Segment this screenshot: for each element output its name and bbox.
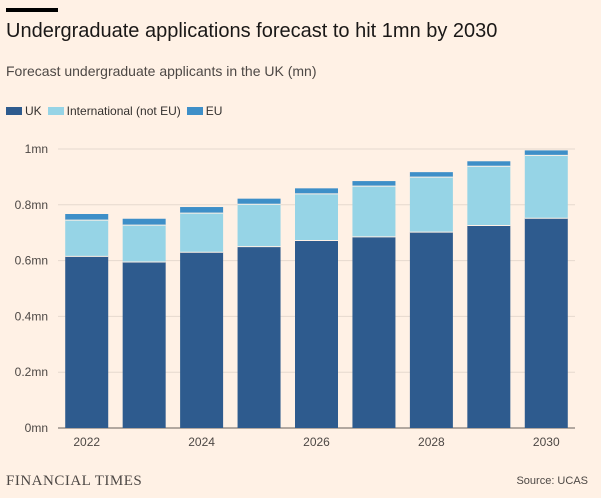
bar-segment [352, 186, 396, 237]
legend-label-uk: UK [25, 104, 42, 118]
bar-segment [524, 218, 568, 428]
legend-item-international: International (not EU) [47, 104, 181, 118]
legend-item-uk: UK [6, 104, 42, 118]
legend-label-international: International (not EU) [66, 104, 181, 118]
chart-title: Undergraduate applications forecast to h… [6, 20, 498, 42]
bar-segment [524, 155, 568, 219]
y-tick-label: 0.2mn [15, 365, 48, 379]
bar-segment [409, 177, 453, 233]
bar-segment [180, 213, 224, 253]
bar-segment [409, 172, 453, 178]
x-tick-label: 2030 [533, 435, 560, 449]
y-tick-label: 1mn [25, 142, 48, 156]
bar-segment [524, 150, 568, 156]
legend-label-eu: EU [205, 104, 223, 118]
ft-logo: FINANCIAL TIMES [6, 473, 143, 489]
bar-segment [122, 225, 166, 262]
bar-segment [409, 232, 453, 428]
bar-segment [237, 246, 281, 428]
bar-segment [467, 225, 511, 428]
y-tick-label: 0.6mn [15, 254, 48, 268]
bar-segment [295, 240, 338, 428]
source-note: Source: UCAS [516, 475, 588, 487]
top-accent-bar [6, 8, 58, 12]
bar-segment [65, 220, 109, 257]
bar-segment [295, 193, 338, 241]
x-tick-label: 2022 [73, 435, 100, 449]
bar-segment [180, 252, 224, 428]
legend-swatch-international [47, 107, 64, 115]
x-tick-label: 2024 [188, 435, 215, 449]
bar-segment [237, 198, 281, 205]
bar-segment [352, 181, 396, 187]
legend-swatch-eu [186, 107, 203, 115]
chart-subtitle: Forecast undergraduate applicants in the… [6, 63, 317, 79]
bar-segment [352, 236, 396, 428]
bar-segment [65, 256, 109, 428]
x-tick-label: 2026 [303, 435, 330, 449]
bar-segment [180, 207, 224, 214]
bar-segment [122, 218, 166, 226]
bar-segment [237, 204, 281, 247]
bar-segment [467, 166, 511, 226]
x-tick-label: 2028 [418, 435, 445, 449]
y-tick-label: 0mn [25, 421, 48, 435]
bar-segment [467, 161, 511, 167]
legend-swatch-uk [6, 107, 22, 115]
y-tick-label: 0.8mn [15, 198, 48, 212]
legend-item-eu: EU [186, 104, 223, 118]
stacked-bar-chart: 0mn 0.2mn 0.4mn 0.6mn 0.8mn 1mn 2022 2024 2026 20… [15, 142, 575, 449]
y-tick-label: 0.4mn [15, 309, 48, 323]
legend: UK International (not EU) EU [6, 104, 228, 118]
bar-segment [65, 214, 109, 221]
bar-segment [295, 188, 338, 194]
bar-segment [122, 261, 166, 428]
